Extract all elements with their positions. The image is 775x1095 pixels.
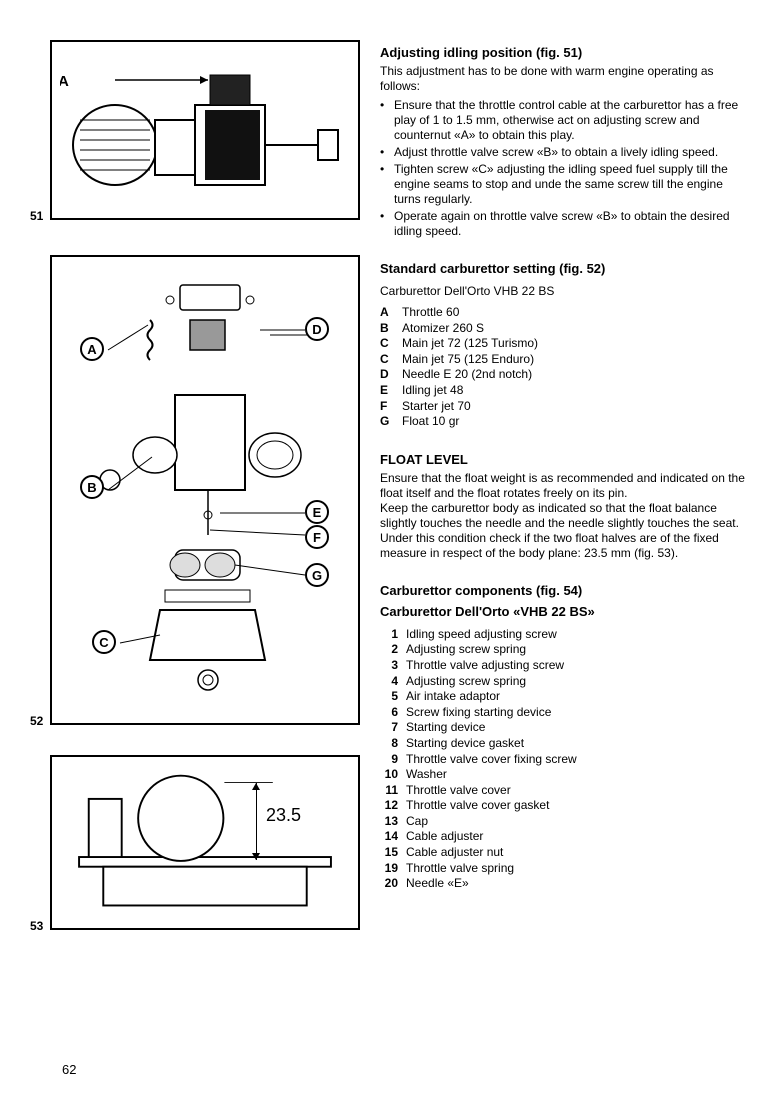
section-title: FLOAT LEVEL	[380, 452, 745, 467]
bullet-item: •Adjust throttle valve screw «B» to obta…	[380, 145, 745, 160]
component-row: 4Adjusting screw spring	[380, 674, 745, 690]
section-intro: This adjustment has to be done with warm…	[380, 64, 745, 94]
bullet-text: Operate again on throttle valve screw «B…	[394, 209, 745, 239]
component-row: 3Throttle valve adjusting screw	[380, 658, 745, 674]
spec-row: BAtomizer 260 S	[380, 321, 745, 337]
page-layout: 51 A 5	[50, 40, 745, 940]
component-row: 20Needle «E»	[380, 876, 745, 892]
section-title: Adjusting idling position (fig. 51)	[380, 45, 745, 60]
section-components: Carburettor components (fig. 54) Carbure…	[380, 583, 745, 892]
component-row: 11Throttle valve cover	[380, 783, 745, 799]
spec-row: AThrottle 60	[380, 305, 745, 321]
spec-row: CMain jet 72 (125 Turismo)	[380, 336, 745, 352]
paragraph: Keep the carburettor body as indicated s…	[380, 501, 745, 531]
bullet-list: •Ensure that the throttle control cable …	[380, 98, 745, 239]
callout-B: B	[80, 475, 104, 499]
spec-row: CMain jet 75 (125 Enduro)	[380, 352, 745, 368]
dimension-value: 23.5	[266, 805, 301, 826]
callout-G: G	[305, 563, 329, 587]
component-row: 8Starting device gasket	[380, 736, 745, 752]
figure-52-illustration: A B C D E F G	[60, 265, 350, 715]
callout-C: C	[92, 630, 116, 654]
component-list: 1Idling speed adjusting screw 2Adjusting…	[380, 627, 745, 892]
figure-number: 53	[30, 919, 43, 933]
section-title: Carburettor components (fig. 54)	[380, 583, 745, 598]
section-standard-setting: Standard carburettor setting (fig. 52) C…	[380, 261, 745, 430]
component-row: 7Starting device	[380, 720, 745, 736]
figure-53: 53 23.5	[50, 755, 360, 930]
callout-D: D	[305, 317, 329, 341]
figure-53-illustration: 23.5	[60, 765, 350, 920]
dimension-arrow	[256, 783, 257, 860]
paragraph: Under this condition check if the two fl…	[380, 531, 745, 561]
component-row: 13Cap	[380, 814, 745, 830]
bullet-item: •Ensure that the throttle control cable …	[380, 98, 745, 143]
section-subtitle: Carburettor Dell'Orto «VHB 22 BS»	[380, 604, 745, 619]
section-title: Standard carburettor setting (fig. 52)	[380, 261, 745, 276]
component-row: 1Idling speed adjusting screw	[380, 627, 745, 643]
figure-number: 52	[30, 714, 43, 728]
callout-A: A	[80, 337, 104, 361]
figure-number: 51	[30, 209, 43, 223]
callout-A: A	[60, 73, 69, 90]
spec-list: AThrottle 60 BAtomizer 260 S CMain jet 7…	[380, 305, 745, 430]
text-column: Adjusting idling position (fig. 51) This…	[380, 40, 745, 940]
bullet-item: •Operate again on throttle valve screw «…	[380, 209, 745, 239]
component-row: 12Throttle valve cover gasket	[380, 798, 745, 814]
figure-51-illustration: A	[60, 50, 350, 210]
spec-row: DNeedle E 20 (2nd notch)	[380, 367, 745, 383]
bullet-text: Adjust throttle valve screw «B» to obtai…	[394, 145, 718, 160]
component-row: 15Cable adjuster nut	[380, 845, 745, 861]
section-float-level: FLOAT LEVEL Ensure that the float weight…	[380, 452, 745, 561]
figure-52: 52	[50, 255, 360, 725]
component-row: 10Washer	[380, 767, 745, 783]
callout-E: E	[305, 500, 329, 524]
bullet-text: Tighten screw «C» adjusting the idling s…	[394, 162, 745, 207]
component-row: 5Air intake adaptor	[380, 689, 745, 705]
spec-row: FStarter jet 70	[380, 399, 745, 415]
section-adjusting-idling: Adjusting idling position (fig. 51) This…	[380, 45, 745, 239]
component-row: 6Screw fixing starting device	[380, 705, 745, 721]
component-row: 9Throttle valve cover fixing screw	[380, 752, 745, 768]
spec-row: GFloat 10 gr	[380, 414, 745, 430]
spec-row: EIdling jet 48	[380, 383, 745, 399]
component-row: 14Cable adjuster	[380, 829, 745, 845]
page-number: 62	[62, 1062, 76, 1077]
component-row: 2Adjusting screw spring	[380, 642, 745, 658]
figures-column: 51 A 5	[50, 40, 360, 940]
callout-F: F	[305, 525, 329, 549]
bullet-text: Ensure that the throttle control cable a…	[394, 98, 745, 143]
section-subtitle: Carburettor Dell'Orto VHB 22 BS	[380, 284, 745, 299]
component-row: 19Throttle valve spring	[380, 861, 745, 877]
figure-51: 51 A	[50, 40, 360, 220]
paragraph: Ensure that the float weight is as recom…	[380, 471, 745, 501]
bullet-item: •Tighten screw «C» adjusting the idling …	[380, 162, 745, 207]
